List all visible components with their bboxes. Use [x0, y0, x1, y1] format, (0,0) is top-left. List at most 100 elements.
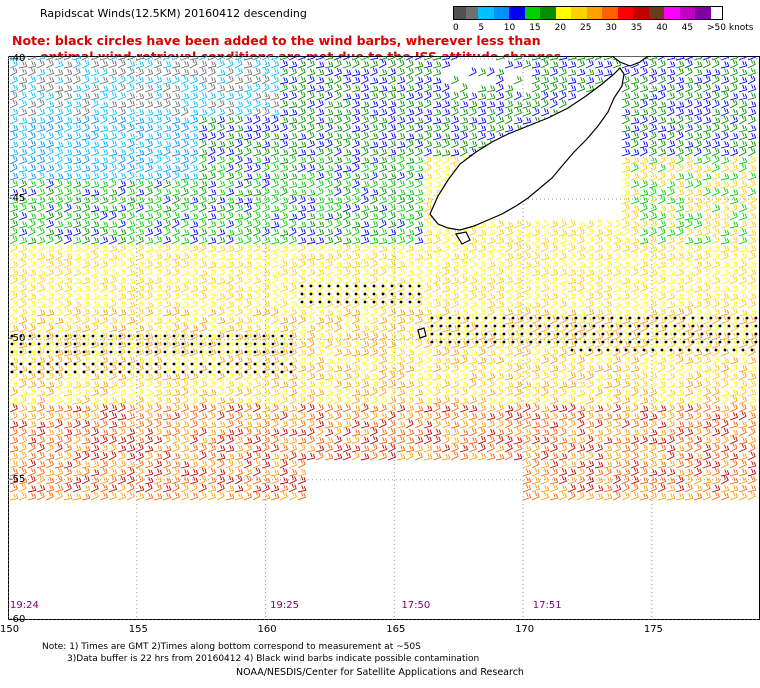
wind-barb — [135, 203, 144, 213]
wind-barb — [306, 164, 316, 173]
contamination-circle — [280, 342, 284, 346]
wind-barb — [711, 227, 720, 237]
wind-barb — [567, 219, 576, 229]
contamination-circle — [82, 362, 86, 366]
wind-barb — [441, 139, 450, 149]
wind-barb — [657, 155, 666, 165]
wind-barb — [711, 155, 720, 165]
wind-barb — [144, 163, 153, 173]
wind-barb — [126, 75, 135, 85]
wind-barb — [162, 99, 171, 109]
wind-barb — [594, 268, 604, 277]
wind-barb — [513, 101, 523, 109]
wind-barb — [675, 107, 684, 117]
legend-label: 20 — [554, 23, 567, 33]
wind-barb — [711, 56, 720, 61]
wind-barb — [396, 236, 406, 245]
wind-barb — [153, 149, 163, 157]
wind-barb — [189, 244, 199, 253]
wind-barb — [333, 251, 342, 261]
wind-barb — [270, 155, 279, 165]
wind-barb — [81, 180, 91, 189]
wind-barb — [738, 84, 748, 93]
contamination-circle — [100, 370, 104, 374]
wind-barb — [432, 56, 442, 61]
wind-barb — [288, 91, 297, 101]
wind-barb — [639, 163, 648, 173]
contamination-circle — [145, 334, 149, 338]
wind-barb — [441, 277, 451, 285]
wind-barb — [414, 61, 424, 69]
wind-barb — [99, 252, 109, 261]
wind-barb — [306, 123, 315, 133]
contamination-circle — [109, 342, 113, 346]
wind-barb — [513, 229, 523, 237]
wind-barb — [684, 172, 694, 181]
wind-barb — [324, 108, 334, 117]
wind-barb — [720, 187, 729, 197]
wind-barb — [324, 77, 334, 85]
wind-barb — [621, 172, 631, 181]
wind-barb — [405, 116, 415, 125]
wind-barb — [81, 284, 91, 293]
wind-barb — [603, 69, 613, 77]
wind-barb — [360, 92, 370, 101]
wind-barb — [468, 237, 478, 245]
wind-barb — [99, 101, 109, 109]
wind-barb — [171, 267, 180, 277]
wind-barb — [639, 84, 649, 93]
wind-barb — [441, 171, 450, 181]
wind-barb — [675, 204, 685, 213]
wind-barb — [297, 268, 307, 277]
wind-barb — [288, 195, 297, 205]
contamination-circle — [718, 324, 722, 328]
wind-barb — [387, 173, 397, 181]
contamination-circle — [271, 334, 275, 338]
wind-barb — [459, 108, 469, 117]
wind-barb — [261, 236, 271, 245]
wind-barb — [108, 299, 117, 309]
wind-barb — [18, 268, 28, 277]
wind-barb — [9, 91, 18, 101]
wind-barb — [495, 244, 505, 253]
wind-barb — [18, 91, 27, 101]
wind-barb — [693, 115, 702, 125]
wind-barb — [468, 276, 478, 285]
contamination-circle — [318, 292, 322, 296]
wind-barb — [495, 107, 504, 117]
wind-barb — [621, 189, 631, 197]
contamination-circle — [457, 324, 461, 328]
wind-barb — [441, 60, 451, 69]
wind-barb — [387, 195, 396, 205]
wind-barb — [720, 91, 729, 101]
wind-barb — [459, 253, 469, 261]
wind-barb — [729, 244, 739, 253]
legend-swatch — [454, 7, 466, 19]
contamination-circle — [475, 340, 479, 344]
legend-swatch — [617, 7, 633, 19]
contamination-circle — [399, 284, 403, 288]
contamination-circle — [73, 334, 77, 338]
wind-barb — [432, 68, 442, 77]
wind-barb — [576, 291, 585, 301]
wind-barb — [333, 164, 343, 173]
wind-barb — [405, 157, 415, 165]
wind-barb — [360, 123, 369, 133]
wind-barb — [135, 179, 144, 189]
wind-barb — [225, 56, 234, 61]
contamination-circle — [484, 340, 488, 344]
wind-barb — [720, 68, 730, 77]
contamination-circle — [253, 342, 257, 346]
wind-barb — [180, 56, 190, 61]
wind-barb — [405, 108, 415, 117]
wind-barb — [522, 60, 532, 69]
wind-barb — [162, 259, 171, 269]
wind-barb — [90, 267, 99, 277]
wind-barb — [396, 56, 405, 61]
wind-barb — [27, 83, 36, 93]
contamination-circle — [199, 334, 203, 338]
wind-barb — [108, 91, 117, 101]
wind-barb — [747, 124, 757, 133]
wind-barb — [531, 268, 541, 277]
wind-barb — [675, 60, 685, 69]
